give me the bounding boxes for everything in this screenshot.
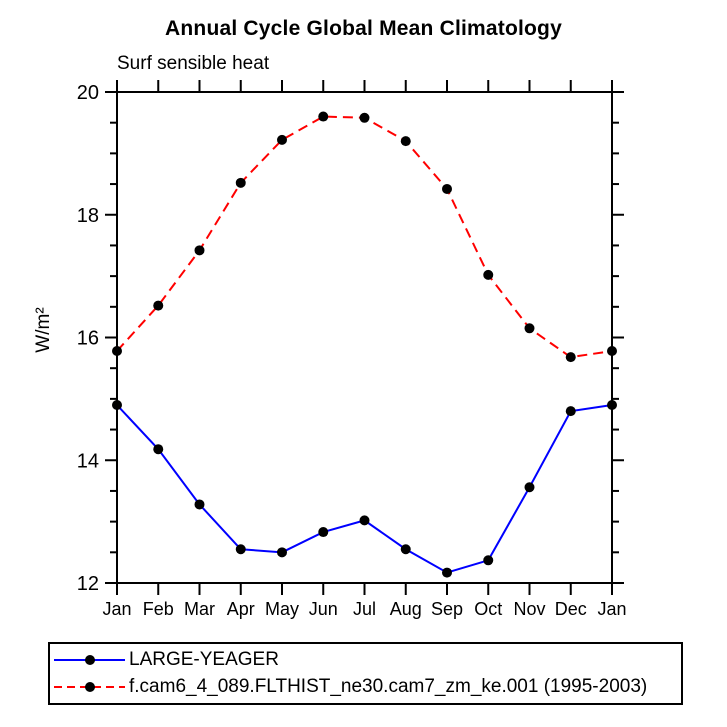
data-point <box>235 544 246 555</box>
legend-dashed-line-sample <box>54 682 125 692</box>
y-tick-label: 16 <box>77 328 99 350</box>
y-tick-label: 18 <box>77 205 99 227</box>
legend-solid-line-sample <box>54 655 125 665</box>
x-tick-label: Apr <box>227 599 255 619</box>
x-tick-label: Jan <box>102 599 131 619</box>
plot-frame <box>116 91 613 584</box>
series-line-1 <box>116 115 613 359</box>
data-point <box>524 323 535 334</box>
data-point <box>483 269 494 280</box>
data-point <box>607 400 617 411</box>
x-tick-label: Dec <box>555 599 587 619</box>
x-tick-label: May <box>265 599 299 619</box>
data-point <box>153 300 164 311</box>
data-point <box>359 112 370 123</box>
data-point <box>442 183 452 194</box>
y-tick-label: 12 <box>77 573 99 595</box>
legend-item-large-yeager: LARGE-YEAGER <box>52 647 681 674</box>
data-point <box>524 482 535 493</box>
x-tick-label: Oct <box>474 599 502 619</box>
data-point <box>235 177 246 188</box>
x-tick-label: Feb <box>143 599 174 619</box>
plot-area: Jan Feb Mar Apr May Jun Jul Aug Sep Oct Nov Dec Jan1… <box>77 80 627 619</box>
data-point <box>194 245 205 256</box>
data-point <box>112 400 122 411</box>
data-point <box>277 134 287 145</box>
data-point <box>194 499 205 510</box>
series-line-0 <box>116 404 613 574</box>
legend-label: f.cam6_4_089.FLTHIST_ne30.cam7_zm_ke.001… <box>129 676 648 697</box>
data-point <box>277 547 287 558</box>
y-tick-label: 20 <box>77 82 99 104</box>
legend-marker-dot-icon <box>85 682 95 692</box>
x-tick-label: Sep <box>431 599 463 619</box>
legend-item-fcam: f.cam6_4_089.FLTHIST_ne30.cam7_zm_ke.001… <box>52 674 681 701</box>
legend-marker-dot-icon <box>85 655 95 665</box>
data-point <box>442 567 452 578</box>
data-point <box>565 352 576 363</box>
chart-title: Annual Cycle Global Mean Climatology <box>165 17 562 40</box>
x-tick-label: Jan <box>597 599 626 619</box>
data-point <box>483 555 494 566</box>
data-point <box>400 136 411 147</box>
data-point <box>400 544 411 555</box>
x-tick-label: Mar <box>184 599 215 619</box>
data-point <box>112 346 122 357</box>
data-point <box>318 111 329 122</box>
data-point <box>318 527 329 538</box>
x-tick-label: Jun <box>309 599 338 619</box>
x-tick-label: Aug <box>390 599 422 619</box>
data-point <box>565 406 576 417</box>
data-point <box>153 444 164 455</box>
x-tick-label: Jul <box>353 599 376 619</box>
data-point <box>359 515 370 526</box>
legend-label: LARGE-YEAGER <box>129 649 279 670</box>
y-tick-label: 14 <box>77 450 99 472</box>
data-point <box>607 346 617 357</box>
legend: LARGE-YEAGER f.cam6_4_089.FLTHIST_ne30.c… <box>48 642 683 705</box>
chart-subtitle: Surf sensible heat <box>117 53 270 74</box>
x-tick-label: Nov <box>513 599 545 619</box>
